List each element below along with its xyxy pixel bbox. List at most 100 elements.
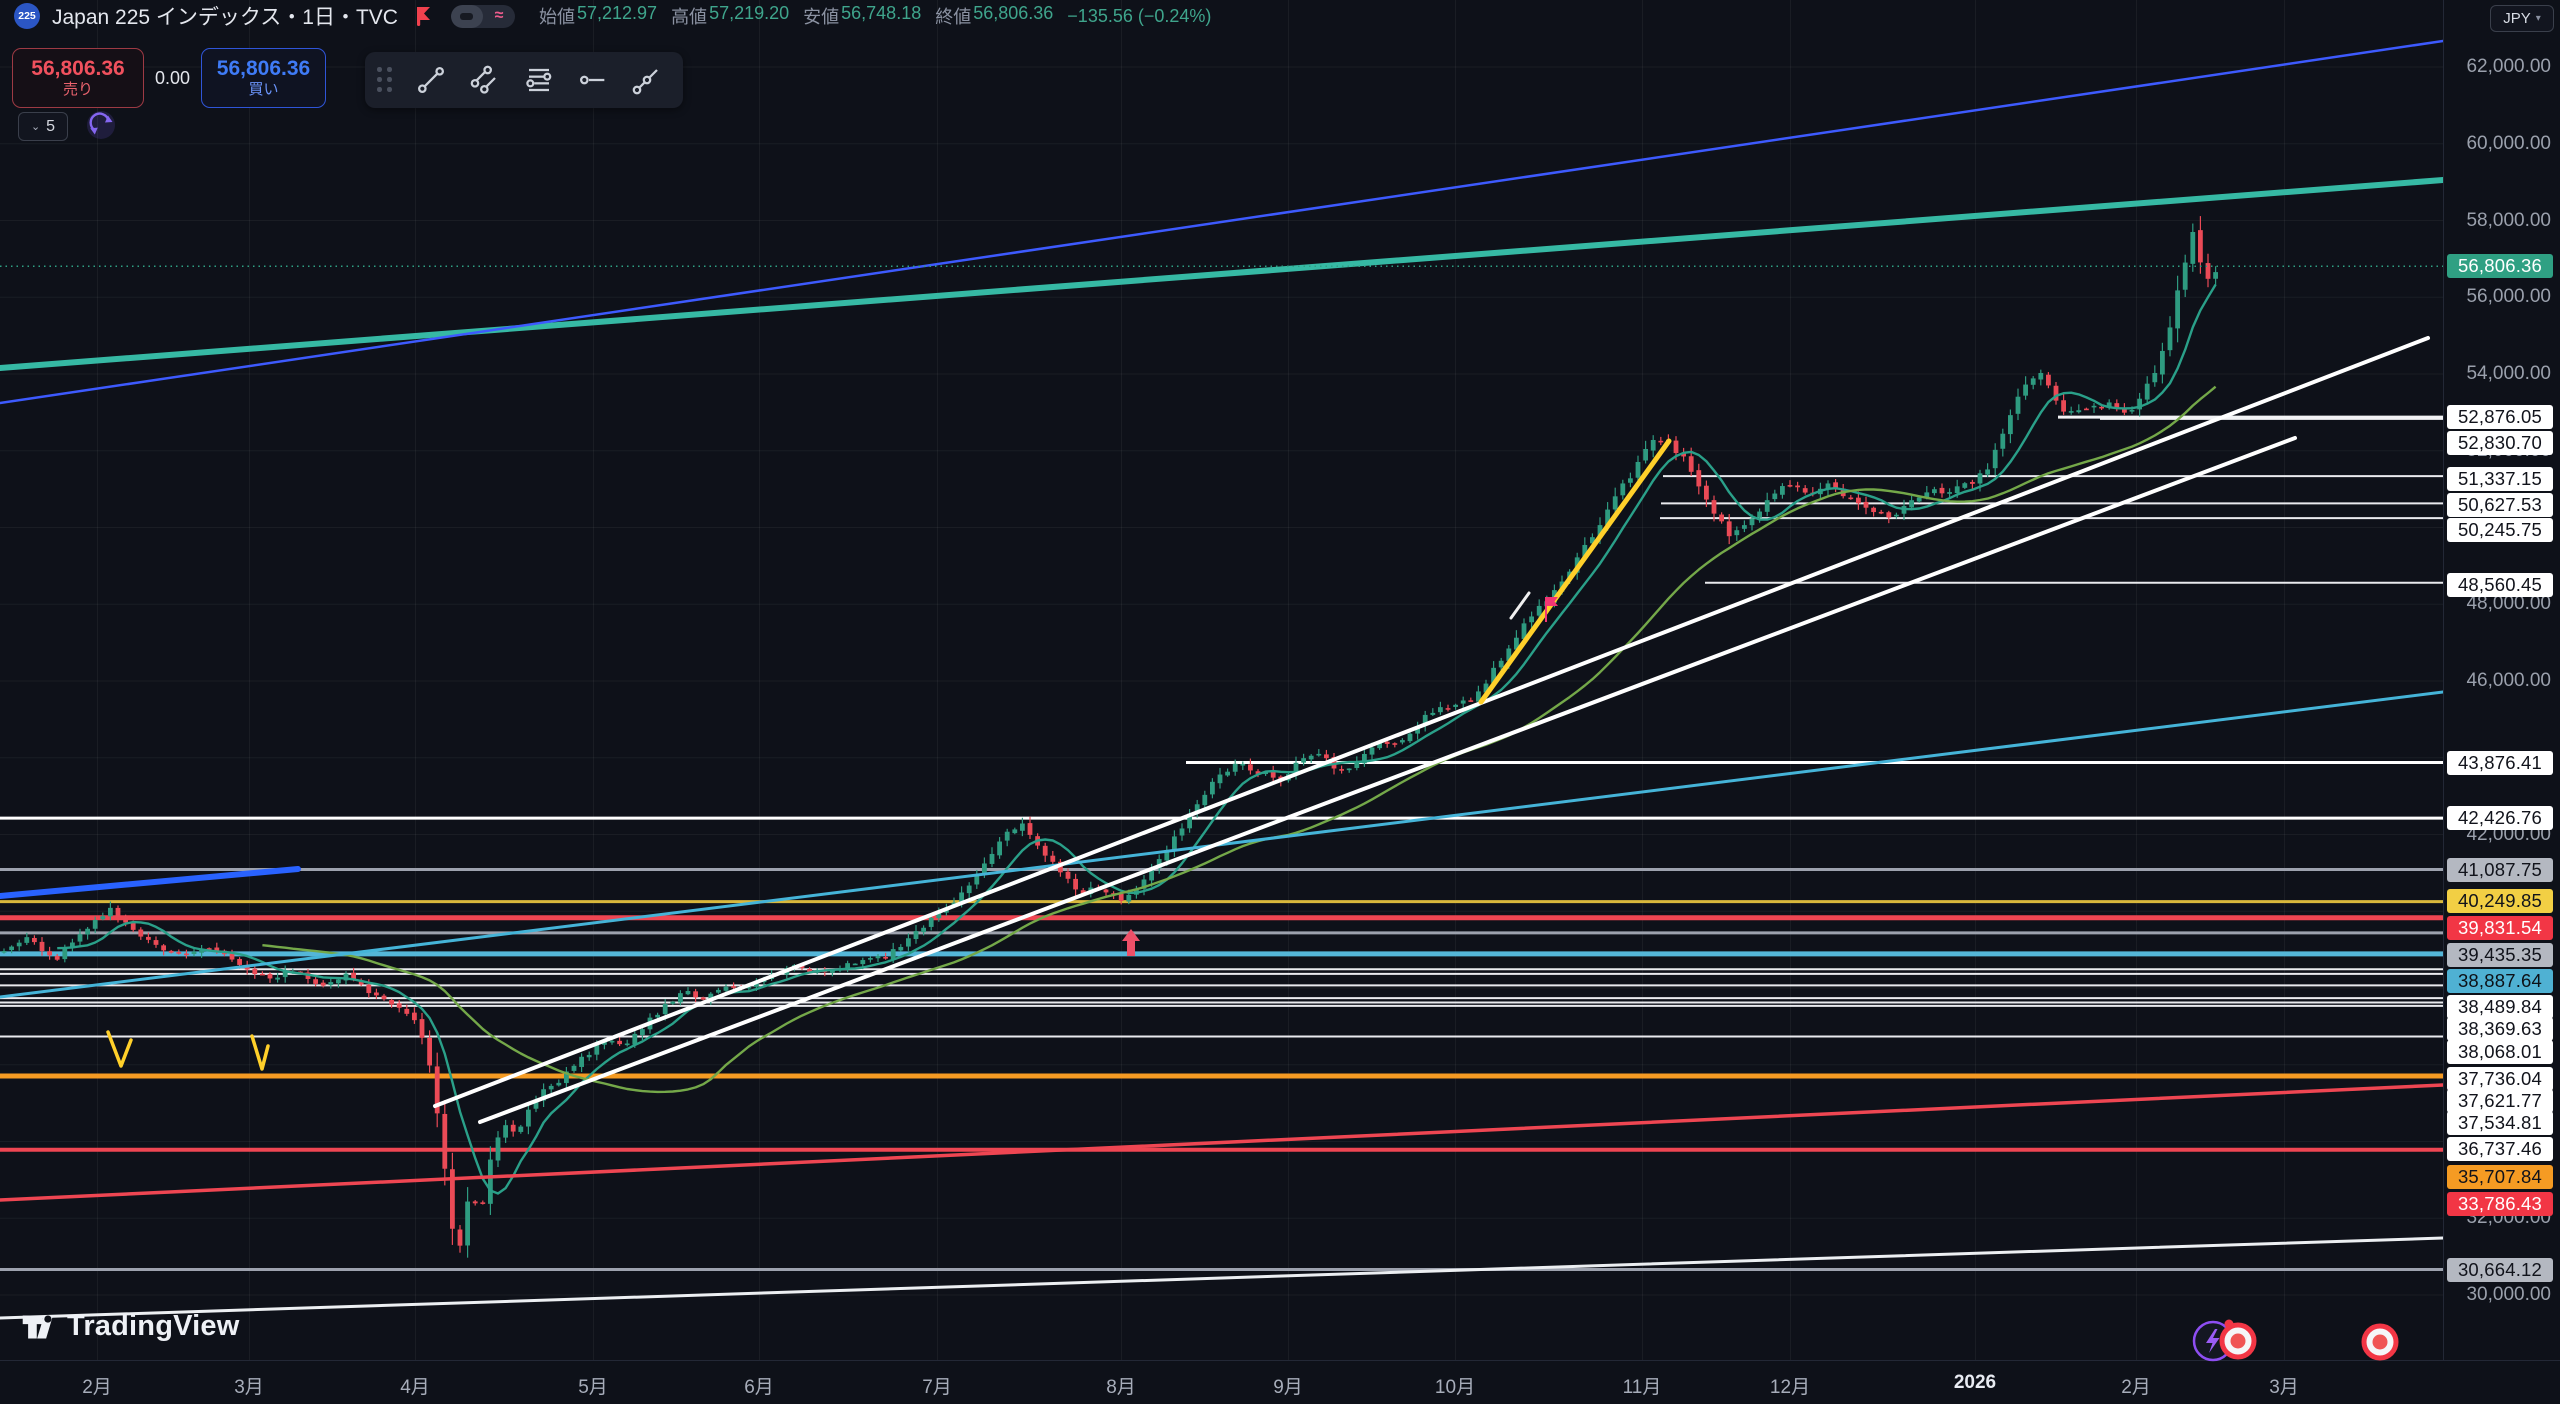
trendline-white-channel-upper[interactable] (433, 336, 2430, 1108)
close-label: 終値 (935, 7, 972, 27)
parallel-channel-icon (470, 65, 496, 94)
time-tick-label: 2月 (2121, 1377, 2151, 1398)
flag-icon[interactable] (414, 6, 433, 26)
price-level-badge: 38,489.84 (2447, 995, 2553, 1019)
tradingview-text: TradingView (67, 1310, 240, 1342)
horizontal-line-tool[interactable] (569, 59, 617, 101)
horizontal-line-icon (579, 75, 605, 85)
chevron-down-icon: ▾ (2535, 13, 2541, 24)
parallel-channel-tool[interactable] (461, 59, 509, 101)
trendline-red-diagonal[interactable] (0, 1083, 2443, 1202)
price-level-badge: 38,887.64 (2447, 969, 2553, 993)
buy-price: 56,806.36 (216, 57, 311, 81)
currency-label: JPY (2503, 10, 2531, 27)
close-value: 56,806.36 (973, 3, 1054, 23)
chart-canvas[interactable] (0, 0, 2443, 1360)
lightning-icon (2206, 1329, 2220, 1353)
time-tick-label: 9月 (1273, 1377, 1303, 1398)
ma-fast-line[interactable] (57, 283, 2217, 1195)
price-level-badge: 39,831.54 (2447, 916, 2553, 940)
buy-button[interactable]: 56,806.36 買い (201, 48, 326, 108)
change-value: −135.56 (−0.24%) (1067, 5, 1212, 26)
drawing-toolbar (365, 52, 683, 108)
time-tick-label: 12月 (1769, 1377, 1811, 1398)
price-level-badge: 51,337.15 (2447, 467, 2553, 491)
time-tick-label: 11月 (1622, 1377, 1662, 1398)
sell-button[interactable]: 56,806.36 売り (12, 48, 144, 108)
level-lines[interactable] (0, 415, 2443, 1272)
time-tick-label: 2026 (1953, 1372, 1997, 1393)
price-level-badge: 37,736.04 (2447, 1067, 2553, 1091)
trendline-blue-short-segment[interactable] (0, 866, 301, 899)
price-level-badge: 33,786.43 (2447, 1192, 2553, 1216)
record-button-2[interactable] (2360, 1322, 2400, 1362)
tick-marker (1509, 591, 1531, 620)
time-tick-label: 6月 (744, 1377, 774, 1398)
lot-size-dropdown[interactable]: ⌄ 5 (18, 112, 68, 141)
minimal-mode-icon (450, 4, 483, 28)
fib-retracement-tool[interactable] (515, 59, 563, 101)
time-axis[interactable]: 2月 3月 4月 5月 6月 7月 8月 9月 10月 11月 12月 2026 2月 3月 (0, 1360, 2560, 1404)
time-tick-label: 2月 (82, 1377, 112, 1398)
trend-line-tool[interactable] (407, 59, 455, 101)
price-tick-label: 60,000.00 (2466, 132, 2551, 154)
price-level-badge: 30,664.12 (2447, 1258, 2553, 1282)
buy-label: 買い (248, 81, 279, 99)
price-level-badge: 36,737.46 (2447, 1137, 2553, 1161)
time-tick-label: 7月 (922, 1377, 952, 1398)
zigzag-marker (106, 1030, 133, 1068)
price-tick-label: 48,000.00 (2466, 593, 2551, 615)
tradingview-logo[interactable]: TradingView (22, 1310, 240, 1343)
price-level-badge: 52,830.70 (2447, 431, 2553, 455)
trendline-blue-long-trend[interactable] (0, 39, 2443, 405)
trendline-teal-major-trend[interactable] (0, 177, 2443, 371)
fib-retracement-icon (526, 68, 552, 92)
high-label: 高値 (671, 7, 708, 27)
open-label: 始値 (538, 7, 575, 27)
sell-price: 56,806.36 (31, 57, 125, 81)
high-value: 57,219.20 (709, 3, 790, 23)
low-label: 安値 (803, 7, 840, 27)
time-tick-label: 5月 (578, 1377, 608, 1398)
symbol-title[interactable]: Japan 225 インデックス・1日・TVC (52, 6, 398, 29)
mode-toggle[interactable]: ≈ (450, 4, 515, 28)
price-level-badge: 41,087.75 (2447, 858, 2553, 882)
price-level-badge: 38,369.63 (2447, 1017, 2553, 1041)
arrow-up-marker (1122, 929, 1140, 956)
symbol-logo: 225 (14, 3, 40, 29)
price-level-badge: 43,876.41 (2447, 751, 2553, 775)
price-axis[interactable]: 62,000.00 60,000.00 58,000.00 56,000.00 54,0… (2443, 0, 2560, 1360)
low-value: 56,748.18 (841, 3, 922, 23)
spread-value: 0.00 (154, 67, 191, 88)
price-level-badge: 48,560.45 (2447, 573, 2553, 597)
symbol-header: 225 Japan 225 インデックス・1日・TVC ≈ 始値 57,212.9… (14, 2, 1211, 30)
price-level-badge: 37,534.81 (2447, 1111, 2553, 1135)
price-level-badge: 39,435.35 (2447, 943, 2553, 967)
record-button[interactable] (2219, 1322, 2257, 1360)
price-tick-label: 54,000.00 (2466, 363, 2551, 384)
price-tick-label: 62,000.00 (2466, 56, 2551, 77)
price-tick-label: 30,000.00 (2466, 1284, 2551, 1305)
price-tick-label: 58,000.00 (2466, 209, 2551, 231)
trendline-yellow-oct-trend[interactable] (1478, 438, 1672, 705)
price-level-badge: 40,249.85 (2447, 889, 2553, 913)
price-level-badge: 42,426.76 (2447, 806, 2553, 830)
trendline-white-channel-lower[interactable] (478, 436, 2297, 1124)
price-level-badge: 52,876.05 (2447, 405, 2553, 429)
drag-handle-icon[interactable] (377, 67, 393, 93)
markers-layer[interactable] (106, 591, 1558, 1071)
trendline-white-bottom-diag[interactable] (0, 1236, 2443, 1320)
approx-mode-icon: ≈ (494, 7, 504, 24)
tradingview-mark-icon (22, 1314, 53, 1339)
zigzag-marker (250, 1034, 270, 1071)
price-level-badge: 50,245.75 (2447, 518, 2553, 542)
current-price-badge: 56,806.36 (2447, 254, 2553, 279)
notification-dot (2224, 1319, 2234, 1329)
grid-layer (0, 0, 2443, 1360)
price-level-badge: 35,707.84 (2447, 1165, 2553, 1189)
quick-actions-group (2192, 1319, 2257, 1362)
currency-dropdown[interactable]: JPY ▾ (2490, 5, 2554, 32)
sync-icon[interactable] (86, 110, 116, 140)
polyline-tool[interactable] (623, 59, 671, 101)
record-dot-icon (2230, 1333, 2246, 1349)
